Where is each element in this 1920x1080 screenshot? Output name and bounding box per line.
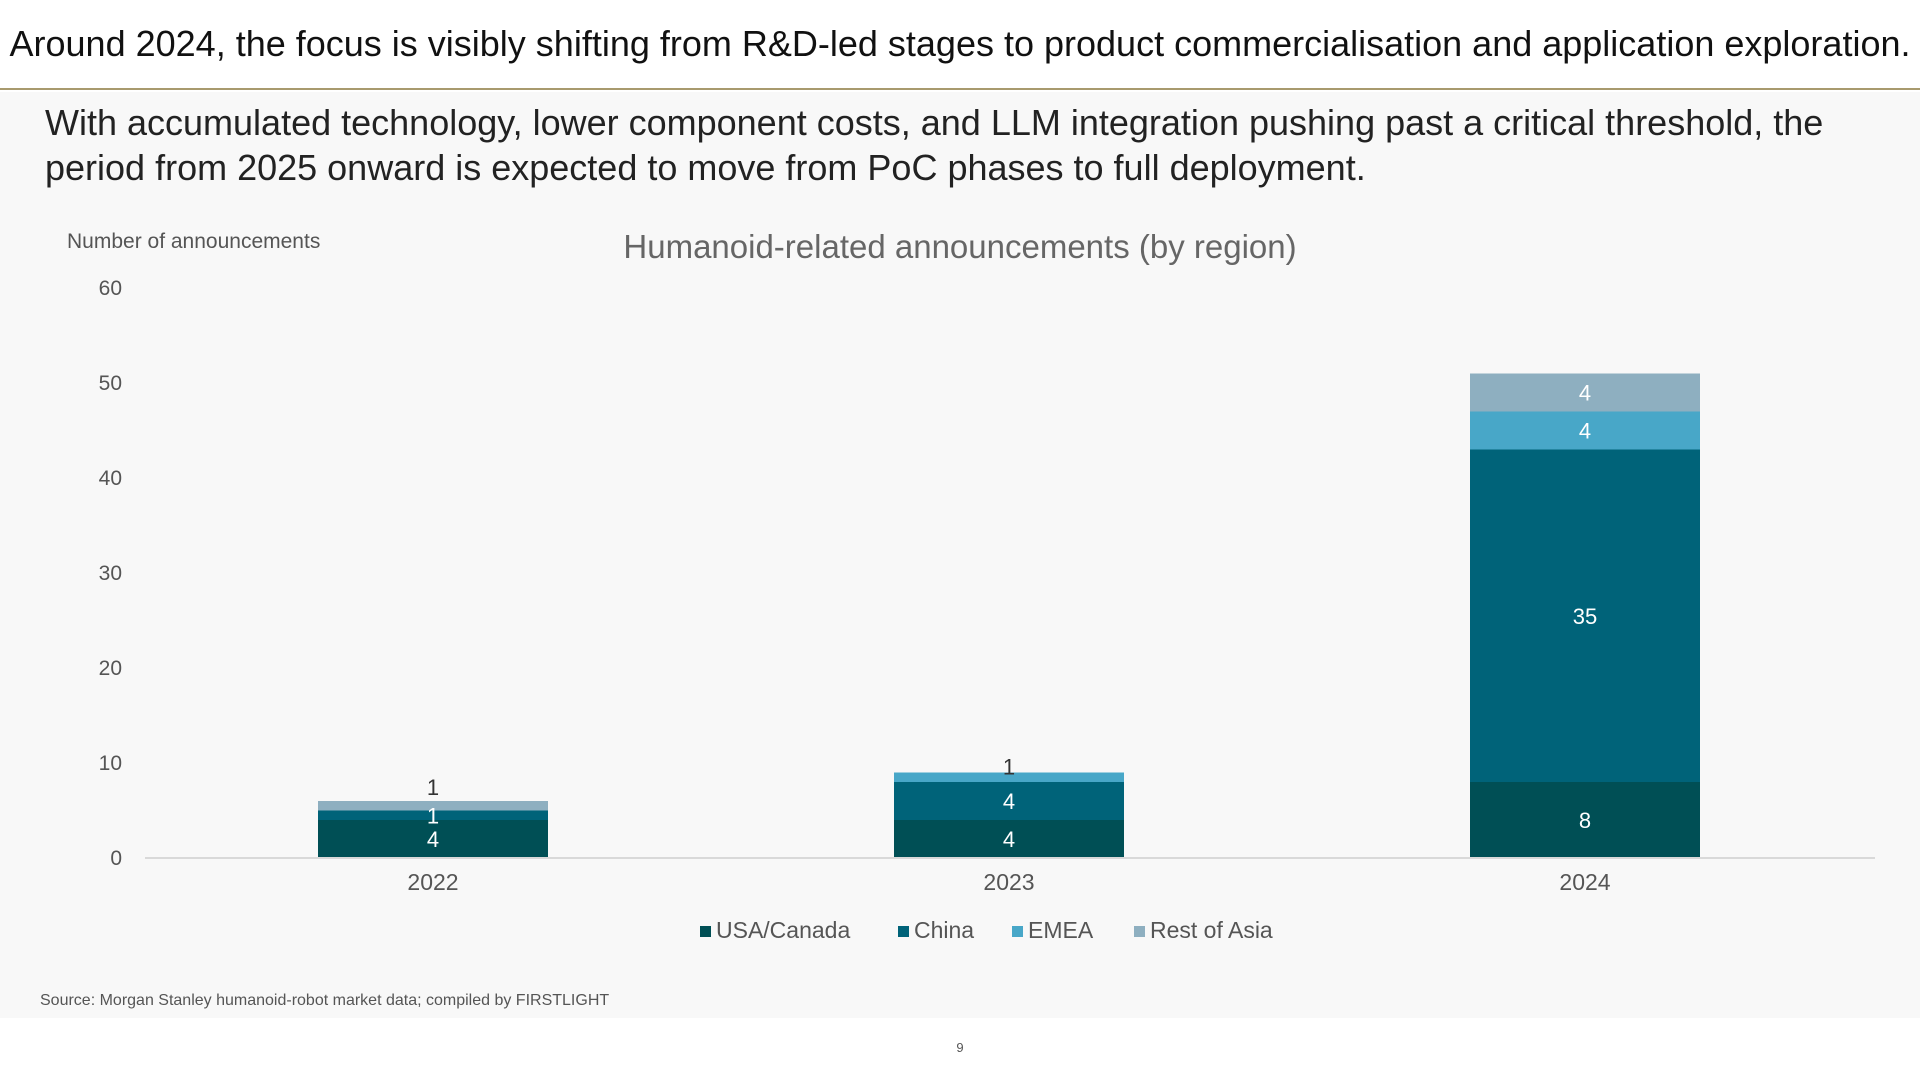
stacked-bar-chart: Humanoid-related announcements (by regio… xyxy=(67,228,1875,943)
legend-swatch xyxy=(700,926,711,937)
data-label: 1 xyxy=(427,803,439,828)
y-tick-label: 30 xyxy=(99,562,122,585)
source-note: Source: Morgan Stanley humanoid-robot ma… xyxy=(40,992,610,1009)
legend-swatch xyxy=(898,926,909,937)
legend-item: EMEA xyxy=(1028,917,1094,943)
legend-item: China xyxy=(914,917,974,943)
slide-subtitle: With accumulated technology, lower compo… xyxy=(45,102,1824,188)
legend-item: Rest of Asia xyxy=(1150,917,1273,943)
data-label: 4 xyxy=(427,827,439,852)
data-label: 4 xyxy=(1003,789,1015,814)
data-label: 8 xyxy=(1579,808,1591,833)
data-label: 1 xyxy=(1003,755,1015,780)
bar-segment-rest-of-asia-2022 xyxy=(318,801,548,811)
bar-segment-china-2023 xyxy=(894,782,1124,820)
legend-swatch xyxy=(1134,926,1145,937)
bar-segment-usa-canada-2023 xyxy=(894,820,1124,858)
bar-segment-rest-of-asia-2024 xyxy=(1470,373,1700,412)
y-tick-label: 40 xyxy=(99,467,122,490)
y-tick-label: 0 xyxy=(110,847,122,870)
bar-segment-usa-canada-2024 xyxy=(1470,782,1700,858)
bar-segment-china-2022 xyxy=(318,810,548,820)
bar-segment-china-2024 xyxy=(1470,449,1700,782)
data-label: 4 xyxy=(1579,419,1591,444)
bar-segment-emea-2024 xyxy=(1470,411,1700,450)
y-axis-label: Number of announcements xyxy=(67,230,320,253)
slide-headline: Around 2024, the focus is visibly shifti… xyxy=(0,0,1920,90)
y-tick-label: 20 xyxy=(99,657,122,680)
bar-segment-emea-2023 xyxy=(894,772,1124,782)
y-tick-label: 50 xyxy=(99,372,122,395)
data-label: 1 xyxy=(427,775,439,800)
chart-title: Humanoid-related announcements (by regio… xyxy=(623,228,1296,265)
legend-swatch xyxy=(1012,926,1023,937)
y-tick-label: 60 xyxy=(99,277,122,300)
bar-segment-usa-canada-2022 xyxy=(318,820,548,858)
data-label: 4 xyxy=(1003,827,1015,852)
x-tick-label: 2024 xyxy=(1559,869,1610,895)
x-tick-label: 2022 xyxy=(407,869,458,895)
y-tick-label: 10 xyxy=(99,752,122,775)
page-number: 9 xyxy=(956,1040,964,1055)
data-label: 4 xyxy=(1579,381,1591,406)
data-label: 35 xyxy=(1573,604,1597,629)
legend-item: USA/Canada xyxy=(716,917,850,943)
x-tick-label: 2023 xyxy=(983,869,1034,895)
